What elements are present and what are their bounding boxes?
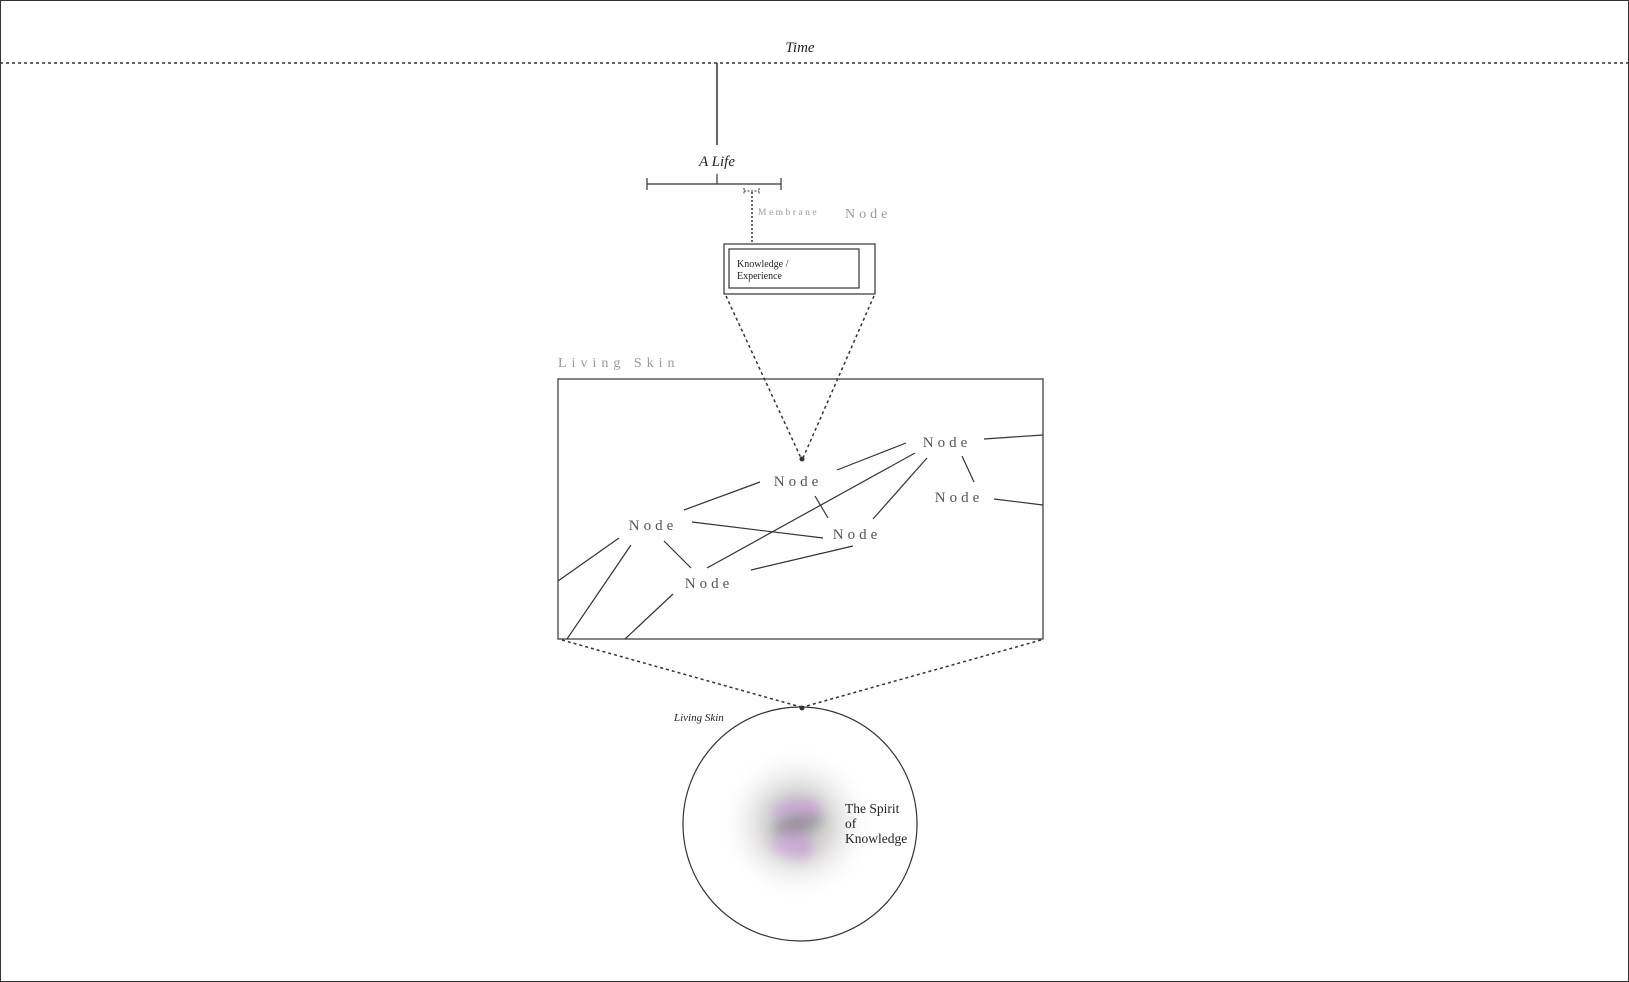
- spirit-core-icon: [771, 800, 824, 857]
- edge-right-to-border: [993, 498, 1044, 506]
- network-connections: [557, 434, 1044, 640]
- knowledge-label-line2: Experience: [737, 271, 783, 282]
- edge-left-to-mid: [691, 521, 824, 539]
- network-node-center: Node: [774, 474, 823, 490]
- sphere-skin-label: Living Skin: [673, 712, 724, 724]
- network-node-top-right: Node: [923, 435, 972, 451]
- spirit-label-line2: of: [845, 816, 857, 831]
- edge-lower-to-topright-a: [706, 452, 916, 569]
- top-node-label: Node: [845, 207, 891, 222]
- edge-center-to-topright: [836, 442, 907, 471]
- life-label: A Life: [698, 154, 735, 170]
- knowledge-label-line1: Knowledge /: [737, 259, 789, 270]
- network-node-left: Node: [629, 518, 678, 534]
- knowledge-box-inner: [728, 248, 860, 289]
- edge-left-to-border: [557, 537, 620, 582]
- network-node-right: Node: [935, 490, 984, 506]
- network-nodes: Node Node Node Node Node Node: [629, 435, 984, 592]
- membrane-small-bracket: [743, 188, 760, 195]
- edge-lower-to-bottom-border: [624, 593, 674, 640]
- sphere-zoom-line-right: [802, 639, 1042, 708]
- spirit-label-line3: Knowledge: [845, 831, 907, 846]
- living-skin-box: [557, 378, 1044, 640]
- life-span-bracket: [646, 174, 782, 190]
- network-node-lower: Node: [685, 576, 734, 592]
- zoom-line-left: [725, 295, 802, 459]
- edge-left-to-bottom-border: [566, 544, 632, 640]
- edge-topright-to-border: [983, 434, 1044, 440]
- sphere-focus-point: [799, 705, 805, 711]
- focus-point: [799, 456, 805, 462]
- edge-lower-to-mid: [750, 545, 854, 571]
- time-label: Time: [785, 40, 815, 56]
- network-node-middle: Node: [833, 527, 882, 543]
- membrane-label: Membrane: [758, 208, 819, 218]
- edge-center-to-mid: [814, 495, 829, 519]
- edge-topright-to-right: [961, 455, 975, 483]
- sphere-zoom-line-left: [561, 639, 802, 708]
- spirit-label-line1: The Spirit: [845, 801, 900, 816]
- edge-mid-to-topright: [872, 457, 928, 520]
- zoom-line-right: [802, 295, 875, 459]
- living-skin-box-label: Living Skin: [558, 356, 680, 371]
- edge-left-to-lower: [663, 540, 692, 569]
- edge-left-to-center: [683, 481, 761, 511]
